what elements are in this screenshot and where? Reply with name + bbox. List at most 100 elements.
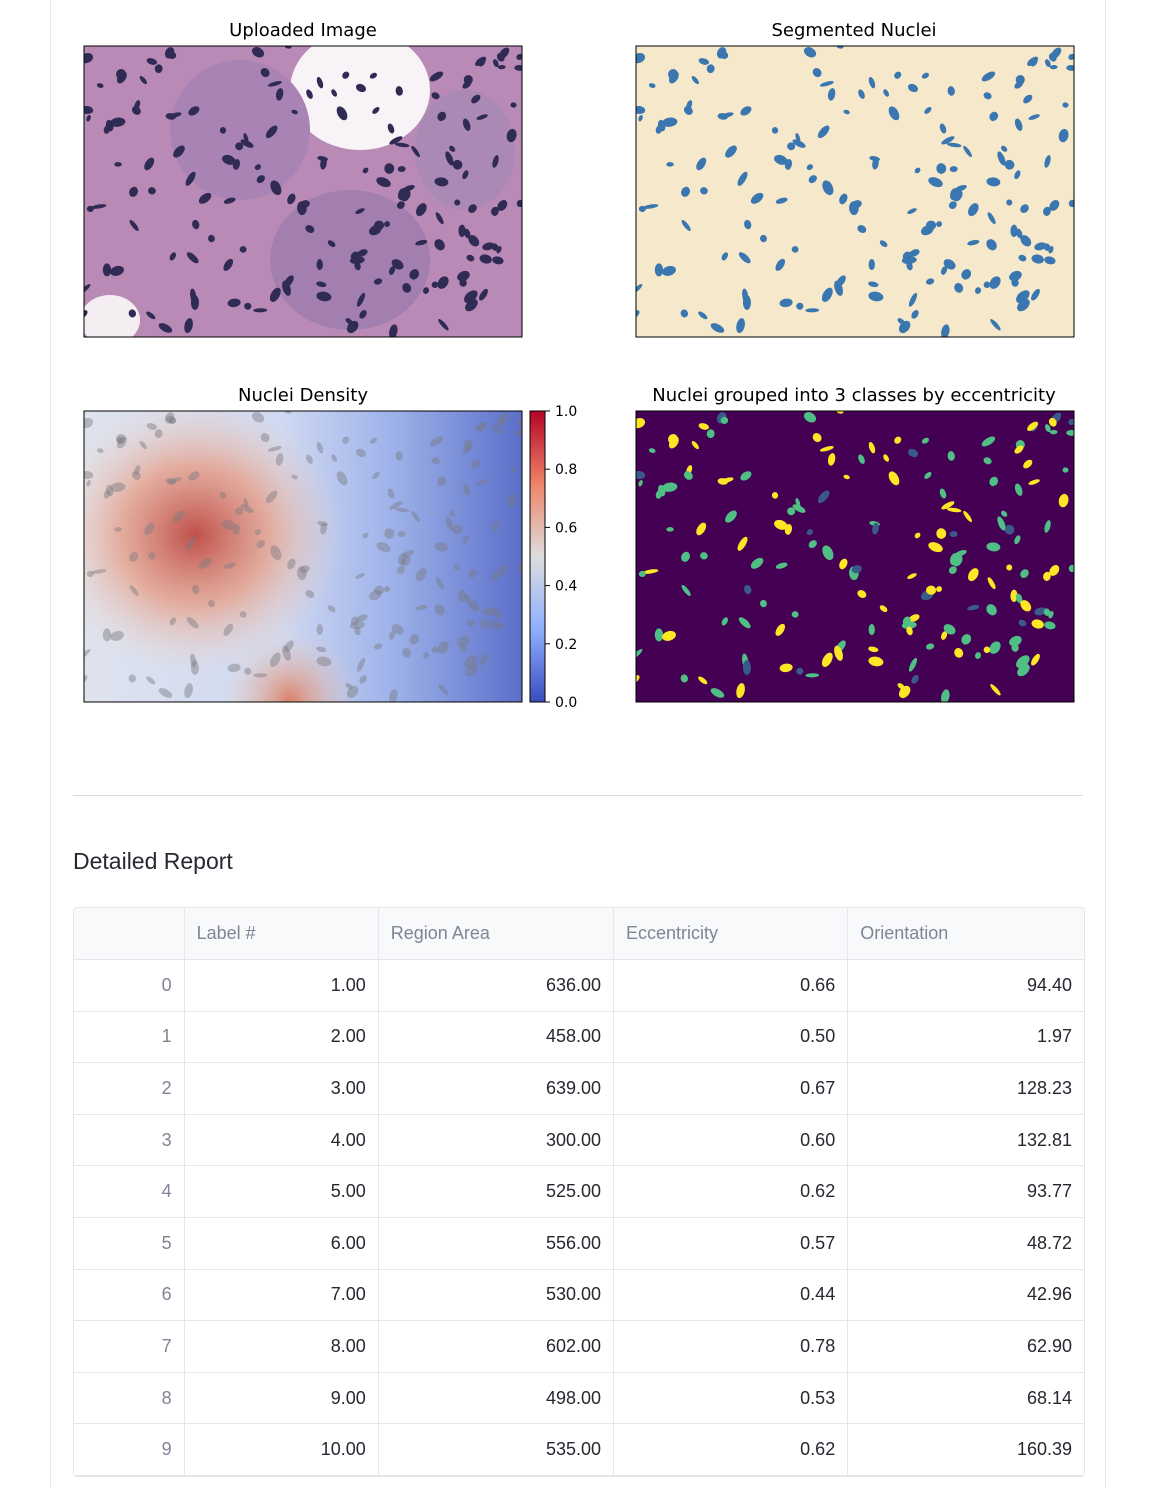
nucleus	[239, 611, 247, 618]
nucleus	[269, 287, 281, 302]
nucleus	[454, 199, 461, 206]
nucleus	[949, 166, 958, 172]
nucleus	[1018, 619, 1027, 627]
nucleus	[227, 663, 241, 673]
nucleus	[744, 584, 752, 595]
nucleus	[1034, 607, 1047, 616]
nucleus	[839, 558, 848, 570]
column-header: Eccentricity	[613, 908, 849, 961]
nucleus	[464, 290, 478, 304]
nucleus	[1044, 424, 1051, 433]
nucleus	[116, 436, 127, 449]
nucleus	[1043, 206, 1051, 216]
nucleus	[219, 127, 227, 134]
nucleus	[883, 89, 890, 97]
nucleus	[464, 655, 478, 669]
nucleus	[907, 573, 917, 580]
nucleus	[868, 623, 875, 636]
nucleus	[868, 258, 875, 271]
nucleus	[698, 676, 708, 685]
nucleus	[1020, 204, 1029, 213]
nucleus	[190, 660, 199, 675]
table-cell: 0.57	[613, 1217, 849, 1270]
nucleus	[1068, 418, 1074, 425]
nucleus	[449, 510, 456, 517]
nucleus	[908, 249, 920, 257]
nucleus	[86, 205, 94, 212]
nucleus	[812, 433, 822, 443]
nucleus	[476, 479, 488, 485]
table-row: 4 5.00 525.00 0.62 93.77	[74, 1165, 1084, 1219]
nucleus	[740, 471, 752, 481]
nucleus	[84, 52, 94, 64]
frame	[83, 45, 523, 338]
nucleus	[346, 320, 359, 334]
nucleus	[359, 310, 367, 319]
nucleus	[1028, 114, 1040, 120]
nucleus	[475, 56, 487, 67]
nucleus	[908, 657, 918, 672]
nucleus	[235, 142, 244, 151]
nucleus	[968, 568, 979, 582]
nucleus	[987, 212, 996, 225]
nucleus	[983, 281, 991, 289]
nucleus	[397, 531, 406, 537]
nucleus	[188, 471, 200, 481]
nucleus	[110, 482, 126, 492]
nucleus	[1068, 53, 1074, 60]
nucleus	[706, 429, 715, 439]
table-cell: 636.00	[378, 959, 615, 1012]
nucleus	[662, 482, 678, 492]
nucleus	[492, 256, 504, 265]
nucleus	[243, 498, 249, 508]
nucleus	[346, 685, 359, 699]
nucleus	[173, 145, 185, 158]
nucleus	[808, 175, 817, 184]
nucleus	[287, 193, 296, 205]
nucleus	[96, 83, 104, 88]
nucleus	[975, 652, 982, 659]
table-row: 8 9.00 498.00 0.53 68.14	[74, 1372, 1084, 1425]
nucleus	[775, 258, 786, 271]
nucleus	[369, 437, 378, 444]
nucleus	[1062, 102, 1069, 108]
nucleus	[222, 519, 236, 530]
nucleus	[282, 645, 291, 661]
nucleus	[327, 240, 336, 248]
nucleus	[462, 80, 472, 89]
nucleus	[240, 504, 254, 513]
nucleus	[462, 483, 471, 496]
nucleus	[102, 263, 112, 277]
nucleus	[129, 584, 139, 596]
table-cell: 8.00	[184, 1320, 379, 1373]
nucleus	[1011, 643, 1019, 652]
nucleus	[725, 145, 737, 158]
nucleus	[941, 324, 950, 337]
nucleus	[389, 689, 398, 702]
nucleus	[256, 175, 265, 184]
nucleus	[423, 652, 430, 659]
nucleus	[275, 453, 284, 466]
nucleus	[1020, 600, 1032, 612]
table-cell: 0.78	[613, 1320, 849, 1373]
nucleus	[96, 448, 104, 453]
nucleus	[452, 524, 463, 535]
nucleus	[1048, 417, 1057, 427]
nucleus	[1049, 199, 1060, 211]
nucleus	[827, 88, 836, 101]
nucleus	[1048, 52, 1057, 62]
nucleus	[925, 278, 935, 285]
nucleus	[158, 688, 173, 698]
table-cell: 0.44	[613, 1269, 849, 1322]
nucleus	[240, 139, 254, 148]
nucleus	[185, 536, 196, 551]
nucleus	[710, 323, 725, 333]
nucleus	[395, 451, 403, 461]
nucleus	[879, 605, 888, 613]
nucleus	[148, 187, 156, 195]
nucleus	[265, 490, 278, 504]
nucleus	[468, 600, 480, 612]
nucleus	[737, 171, 748, 186]
nucleus	[1043, 243, 1051, 251]
